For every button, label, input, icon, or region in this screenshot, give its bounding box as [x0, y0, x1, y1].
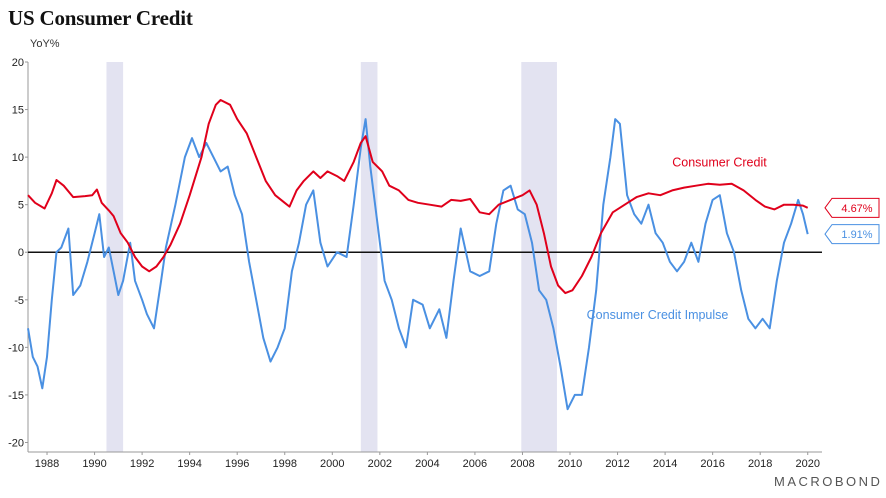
- x-tick-label: 2002: [368, 458, 392, 470]
- series-labels: Consumer Credit Consumer Credit Impulse: [587, 156, 768, 322]
- series-annotation: Consumer Credit: [672, 156, 767, 170]
- y-tick-label: 0: [18, 247, 24, 259]
- x-tick-label: 1992: [130, 458, 154, 470]
- chart-axes: -20 -15 -10 -5 0 5 10 15 20 1988 1990 1992 1994 1996 1…: [8, 57, 822, 470]
- series-line-consumer-credit: [27, 99, 809, 295]
- x-tick-label: 1990: [82, 458, 106, 470]
- recession-band: [106, 62, 124, 452]
- y-tick-label: 20: [12, 57, 24, 69]
- last-value-badge: [824, 224, 880, 245]
- y-tick-label: -5: [14, 295, 24, 307]
- x-tick-label: 1994: [177, 458, 201, 470]
- x-tick-label: 2004: [415, 458, 439, 470]
- x-tick-label: 1998: [273, 458, 297, 470]
- x-tick-label: 1988: [35, 458, 59, 470]
- y-tick-label: 5: [18, 200, 24, 212]
- x-tick-label: 2008: [510, 458, 534, 470]
- y-tick-label: -20: [8, 437, 24, 449]
- macrobond-logo: MACROBOND: [774, 474, 883, 489]
- y-tick-label: 15: [12, 105, 24, 117]
- last-value-markers: 4.67% 1.91%: [824, 197, 880, 245]
- x-tick-label: 1996: [225, 458, 249, 470]
- x-tick-label: 2000: [320, 458, 344, 470]
- x-tick-label: 2006: [463, 458, 487, 470]
- x-tick-label: 2010: [558, 458, 582, 470]
- series-annotation: Consumer Credit Impulse: [587, 308, 729, 322]
- x-tick-label: 2020: [795, 458, 819, 470]
- last-value-label: 1.91%: [841, 229, 872, 241]
- last-value-label: 4.67%: [841, 203, 872, 215]
- recession-band: [521, 62, 557, 452]
- x-tick-label: 2012: [605, 458, 629, 470]
- series-line-consumer-credit-impulse: [27, 118, 809, 411]
- x-tick-label: 2016: [700, 458, 724, 470]
- x-tick-label: 2014: [653, 458, 677, 470]
- series-lines: [27, 99, 809, 411]
- y-tick-label: 10: [12, 152, 24, 164]
- y-tick-label: -10: [8, 342, 24, 354]
- recession-band: [360, 62, 378, 452]
- y-tick-label: -15: [8, 390, 24, 402]
- last-value-badge: [824, 197, 880, 218]
- y-axis-unit-label: YoY%: [30, 38, 60, 50]
- chart-title: US Consumer Credit: [8, 6, 193, 30]
- x-tick-label: 2018: [748, 458, 772, 470]
- recession-bands: [106, 62, 557, 452]
